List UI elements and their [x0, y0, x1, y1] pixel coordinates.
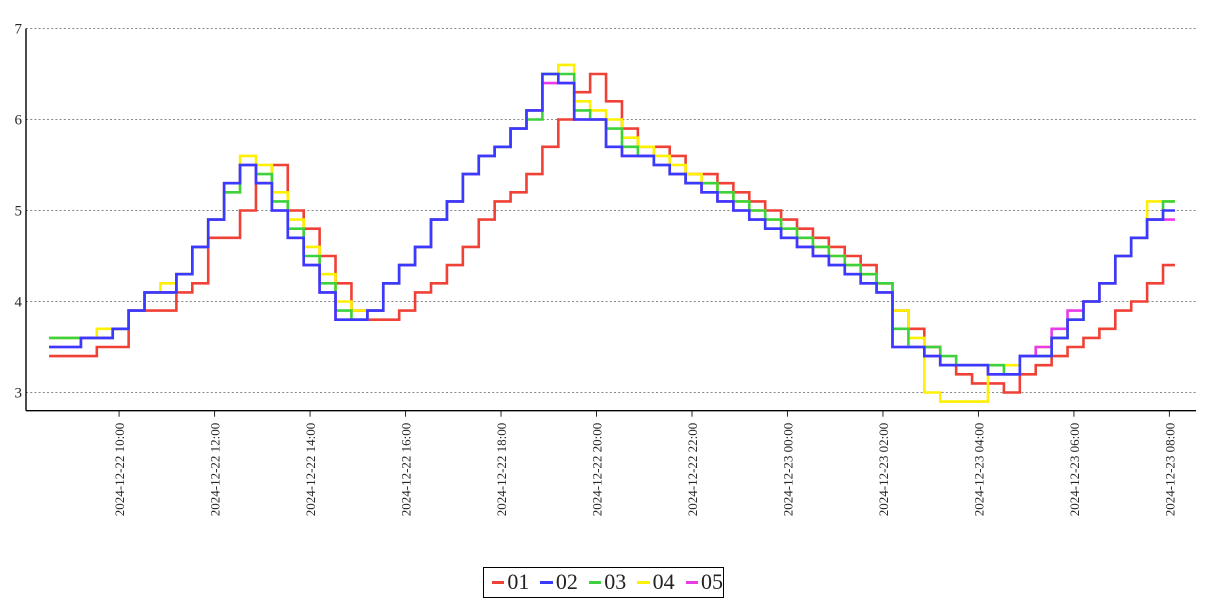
svg-text:2024-12-23 06:00: 2024-12-23 06:00	[1067, 423, 1082, 517]
svg-text:2024-12-22 12:00: 2024-12-22 12:00	[208, 423, 223, 517]
svg-text:2024-12-22 20:00: 2024-12-22 20:00	[590, 423, 605, 517]
svg-text:2024-12-23 04:00: 2024-12-23 04:00	[971, 423, 986, 517]
svg-text:2024-12-23 02:00: 2024-12-23 02:00	[876, 423, 891, 517]
svg-text:2024-12-23 00:00: 2024-12-23 00:00	[780, 423, 795, 517]
svg-text:7: 7	[15, 22, 23, 38]
svg-text:2024-12-22 18:00: 2024-12-22 18:00	[494, 423, 509, 517]
svg-text:2024-12-23 08:00: 2024-12-23 08:00	[1162, 423, 1177, 517]
svg-text:2024-12-22 10:00: 2024-12-22 10:00	[112, 423, 127, 517]
svg-text:2024-12-22 22:00: 2024-12-22 22:00	[685, 423, 700, 517]
svg-text:3: 3	[15, 386, 23, 402]
svg-text:6: 6	[15, 113, 23, 129]
svg-text:2024-12-22 16:00: 2024-12-22 16:00	[399, 423, 414, 517]
svg-text:4: 4	[15, 295, 23, 311]
svg-text:5: 5	[15, 204, 23, 220]
svg-text:2024-12-22 14:00: 2024-12-22 14:00	[303, 423, 318, 517]
